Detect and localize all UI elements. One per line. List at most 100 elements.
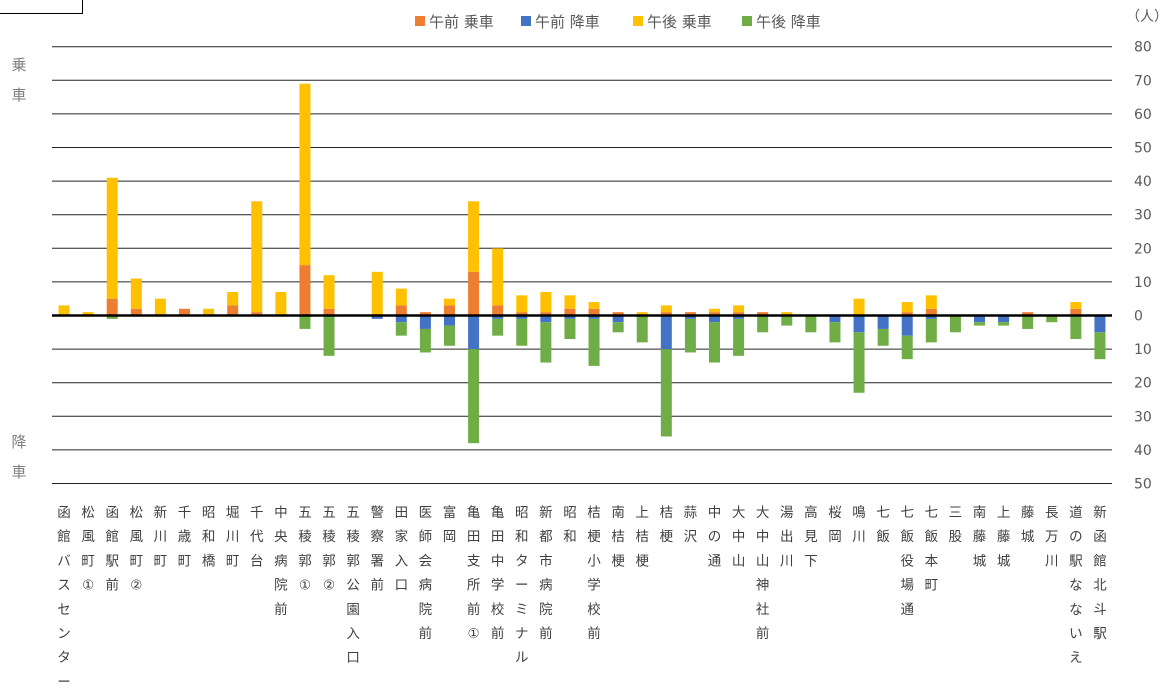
- bar-segment: [516, 312, 528, 316]
- station-label: 警察署前: [370, 505, 384, 594]
- bar-segment: [1022, 312, 1034, 316]
- bar-segment: [299, 83, 311, 266]
- unit-label: （人）: [1126, 9, 1163, 25]
- y-tick-labels: 80 70 60 50 40 30 20 10 0 10 20 30 40 50: [1134, 40, 1152, 493]
- bar-segment: [323, 275, 335, 309]
- bar-segment: [395, 315, 407, 323]
- station-label: 七飯本町: [925, 505, 939, 594]
- y-tick-label: 10: [1134, 342, 1152, 358]
- bar-segment: [371, 271, 383, 316]
- bar-segment: [925, 295, 937, 309]
- station-label: 南藤城: [973, 505, 987, 569]
- legend-swatch: [521, 16, 531, 26]
- bar-segment: [1022, 315, 1034, 329]
- bar-segment: [275, 291, 287, 316]
- bar-segment: [709, 308, 720, 313]
- bar-segment: [444, 315, 455, 326]
- y-tick-label: 60: [1134, 107, 1152, 123]
- station-label: 中央病院前: [274, 505, 288, 618]
- bar-segment: [709, 312, 720, 316]
- bar-segment: [925, 308, 937, 316]
- bar-segment: [829, 315, 841, 323]
- bar-segment: [1094, 315, 1106, 333]
- bar-segment: [130, 308, 142, 316]
- bar-segment: [395, 305, 407, 316]
- station-label: 大中山神社前: [756, 505, 770, 642]
- y-tick-label: 50: [1134, 477, 1152, 493]
- station-label: 中の通: [708, 505, 722, 569]
- bar-segment: [323, 308, 335, 316]
- bar-segment: [998, 322, 1010, 326]
- bar-segment: [468, 315, 480, 350]
- y-tick-label: 40: [1134, 443, 1152, 459]
- y-tick-label: 20: [1134, 241, 1152, 257]
- station-label: 高見下: [804, 504, 818, 569]
- bar-segment: [444, 305, 455, 316]
- bar-segment: [106, 298, 118, 316]
- legend-swatch: [415, 16, 425, 26]
- station-label: 昭和: [563, 505, 577, 545]
- bar-segment: [419, 328, 431, 353]
- bar-segment: [612, 315, 624, 323]
- station-label: 昭和ターミナル: [515, 505, 529, 666]
- station-label: 松風町 ②: [130, 505, 144, 594]
- bar-segment: [540, 315, 552, 323]
- bar-segment: [684, 315, 696, 319]
- bar-segment: [1070, 302, 1082, 309]
- bar-segment: [757, 312, 769, 316]
- bar-segment: [251, 312, 263, 316]
- bar-segment: [540, 291, 552, 313]
- station-label: 千歳町: [178, 505, 192, 569]
- bar-segment: [733, 315, 745, 319]
- bar-segment: [733, 318, 745, 356]
- station-label: 三股: [949, 505, 963, 545]
- bar-segment: [516, 315, 528, 319]
- station-label: 道の駅なないえ: [1069, 505, 1083, 666]
- legend-label: 午後 乗車: [647, 13, 712, 31]
- bar-segment: [901, 312, 913, 316]
- station-label: 昭和橋: [202, 505, 216, 569]
- station-label: 桔梗小学校前: [587, 505, 601, 642]
- bar-segment: [636, 315, 648, 343]
- bar-segment: [540, 312, 552, 316]
- bar-segment: [709, 315, 720, 323]
- bar-segment: [1094, 332, 1106, 360]
- station-label: 亀田支所前 ①: [467, 505, 481, 642]
- legend-label: 午前 乗車: [429, 13, 494, 31]
- legend: 午前 乗車 午前 降車 午後 乗車 午後 降車: [415, 13, 821, 31]
- bar-segment: [419, 315, 431, 329]
- station-label: 新川町: [154, 505, 168, 569]
- bar-segment: [636, 312, 648, 316]
- bar-segment: [805, 315, 817, 333]
- bar-segment: [877, 328, 889, 346]
- bar-segment: [492, 315, 504, 319]
- bar-segment: [564, 318, 576, 340]
- bar-segment: [323, 315, 335, 356]
- bar-segment: [468, 349, 480, 444]
- bar-segment: [227, 291, 239, 306]
- y-tick-label: 40: [1134, 174, 1152, 190]
- bar-segment: [130, 278, 142, 309]
- y-tick-label: 30: [1134, 208, 1152, 224]
- bar-segment: [444, 325, 455, 346]
- bar-segment: [299, 315, 311, 329]
- bar-segment: [492, 318, 504, 336]
- bar-segment: [660, 305, 672, 313]
- bar-segment: [588, 315, 600, 319]
- bar-segment: [925, 318, 937, 343]
- bar-segment: [154, 298, 166, 316]
- station-label: 函館駅前: [105, 505, 119, 594]
- bar-segment: [203, 308, 215, 316]
- y-tick-label: 50: [1134, 141, 1152, 157]
- bar-segment: [709, 322, 720, 363]
- y-tick-label: 30: [1134, 409, 1152, 425]
- bar-segment: [179, 308, 190, 316]
- bar-segment: [998, 315, 1010, 323]
- bar-segment: [974, 322, 985, 326]
- bar-segment: [660, 315, 672, 350]
- bar-segment: [564, 315, 576, 319]
- bar-segment: [1070, 315, 1082, 340]
- bar-segment: [444, 298, 455, 306]
- bar-segment: [516, 318, 528, 346]
